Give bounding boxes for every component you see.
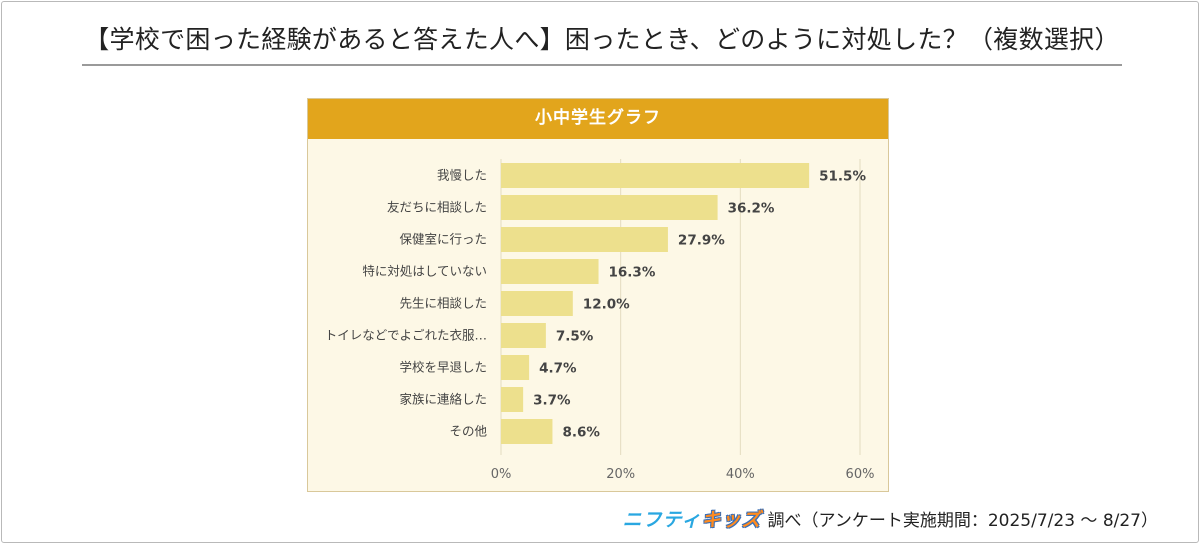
bar-chart: 0% 20% 40% 60% 我慢した 51.5% 友だちに相談した 36.2% 保健室に行った… (325, 159, 875, 482)
page-title: 【学校で困った経験があると答えた人へ】困ったとき、どのように対処した？（複数選択… (84, 25, 1120, 54)
title-divider (82, 64, 1122, 66)
value-label: 4.7% (539, 361, 577, 377)
x-tick-label: 40% (726, 467, 755, 482)
category-label: 特に対処はしていない (362, 264, 487, 279)
category-label: その他 (449, 424, 487, 439)
bar (501, 291, 573, 316)
category-label: 学校を早退した (399, 360, 487, 375)
brand-logo: ニフティキッズ (623, 505, 762, 532)
value-label: 27.9% (678, 233, 725, 249)
bar (501, 323, 546, 348)
brand-logo-part2: キッズ (701, 509, 762, 531)
bar (501, 419, 553, 444)
category-label: トイレなどでよごれた衣服… (325, 328, 487, 343)
bar (501, 227, 668, 252)
brand-logo-part1: ニフティ (622, 509, 702, 531)
source-footer: ニフティキッズ 調べ（アンケート実施期間：2025/7/23 ～ 8/27） (623, 505, 1158, 532)
value-label: 16.3% (609, 265, 656, 281)
value-label: 8.6% (562, 425, 600, 441)
value-label: 3.7% (533, 393, 571, 409)
bar (501, 195, 718, 220)
bar (501, 387, 524, 412)
category-label: 我慢した (437, 168, 487, 183)
value-label: 36.2% (728, 201, 775, 217)
x-tick-label: 60% (846, 467, 875, 482)
value-label: 7.5% (556, 329, 594, 345)
category-label: 友だちに相談した (387, 200, 487, 215)
category-label: 保健室に行った (399, 232, 487, 247)
source-note: 調べ（アンケート実施期間：2025/7/23 ～ 8/27） (767, 511, 1158, 531)
bar (501, 259, 599, 284)
bar (501, 355, 530, 380)
category-label: 家族に連絡した (399, 392, 487, 407)
chart-panel-title: 小中学生グラフ (308, 99, 888, 139)
x-tick-label: 20% (606, 467, 635, 482)
chart-panel: 小中学生グラフ 0% 20% 40% 60% 我慢した 51.5% 友だちに相談した 36.2… (307, 98, 889, 492)
bar (501, 163, 810, 188)
value-label: 12.0% (583, 297, 630, 313)
value-label: 51.5% (819, 169, 866, 185)
category-label: 先生に相談した (399, 296, 487, 311)
x-tick-label: 0% (491, 467, 512, 482)
